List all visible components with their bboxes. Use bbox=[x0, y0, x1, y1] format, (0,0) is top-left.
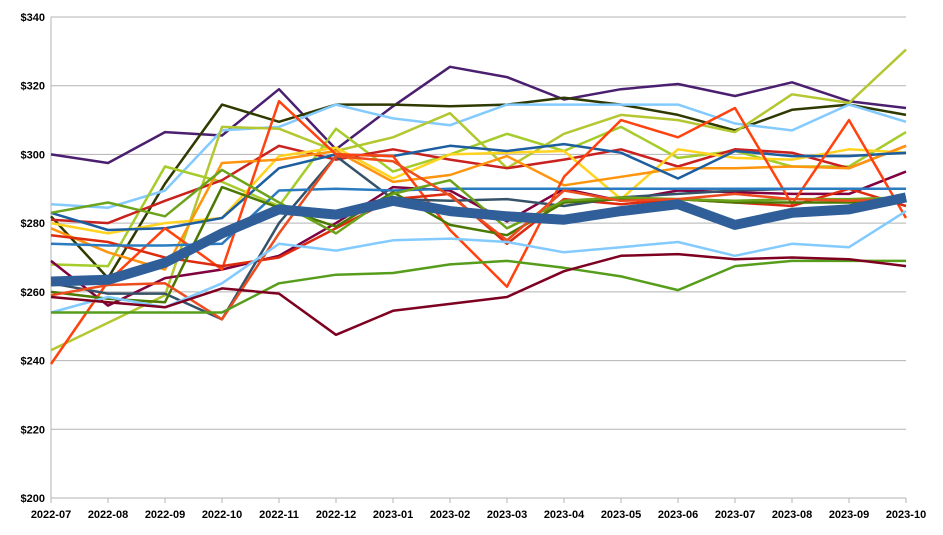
series-line-19 bbox=[51, 259, 906, 314]
x-tick-label: 2023-02 bbox=[430, 509, 470, 521]
x-tick-label: 2022-08 bbox=[88, 509, 128, 521]
series-line-3 bbox=[50, 103, 907, 209]
series-line-18 bbox=[50, 210, 907, 314]
series-line-16 bbox=[50, 168, 907, 235]
x-tick-label: 2023-05 bbox=[601, 509, 641, 521]
y-tick-label: $220 bbox=[21, 424, 45, 436]
x-tick-label: 2022-07 bbox=[31, 509, 71, 521]
x-tick-label: 2023-06 bbox=[658, 509, 698, 521]
y-tick-label: $300 bbox=[21, 149, 45, 161]
series-line-4 bbox=[50, 48, 907, 352]
y-tick-label: $340 bbox=[21, 12, 45, 24]
series-line-1 bbox=[50, 65, 907, 165]
label-layer: $200 $220 $240 $260 $280 $300 $320 $340 2022-07 2… bbox=[21, 12, 927, 521]
x-tick-label: 2023-03 bbox=[487, 509, 527, 521]
series-line-10 bbox=[50, 170, 907, 307]
series-line-7 bbox=[50, 146, 907, 235]
y-tick-label: $200 bbox=[21, 493, 45, 505]
x-tick-label: 2023-08 bbox=[772, 509, 812, 521]
y-tick-label: $240 bbox=[21, 356, 45, 368]
axis-layer bbox=[50, 17, 907, 503]
y-tick-label: $260 bbox=[21, 287, 45, 299]
x-tick-label: 2023-04 bbox=[544, 509, 585, 521]
x-tick-label: 2022-11 bbox=[259, 509, 299, 521]
x-tick-label: 2022-12 bbox=[316, 509, 356, 521]
y-tick-label: $320 bbox=[21, 81, 45, 93]
series-line-21 bbox=[50, 192, 908, 287]
x-tick-label: 2022-09 bbox=[145, 509, 185, 521]
x-tick-label: 2023-10 bbox=[886, 509, 926, 521]
x-tick-label: 2022-10 bbox=[202, 509, 242, 521]
series-line-6 bbox=[50, 144, 907, 225]
y-tick-label: $280 bbox=[21, 218, 45, 230]
series-line-9 bbox=[50, 142, 907, 232]
x-tick-label: 2023-07 bbox=[715, 509, 755, 521]
series-line-20 bbox=[50, 252, 907, 337]
series-line-2 bbox=[50, 96, 907, 280]
series-layer bbox=[49, 48, 908, 365]
series-line-8 bbox=[50, 144, 907, 271]
x-tick-label: 2023-09 bbox=[829, 509, 869, 521]
x-tick-label: 2023-01 bbox=[373, 509, 413, 521]
